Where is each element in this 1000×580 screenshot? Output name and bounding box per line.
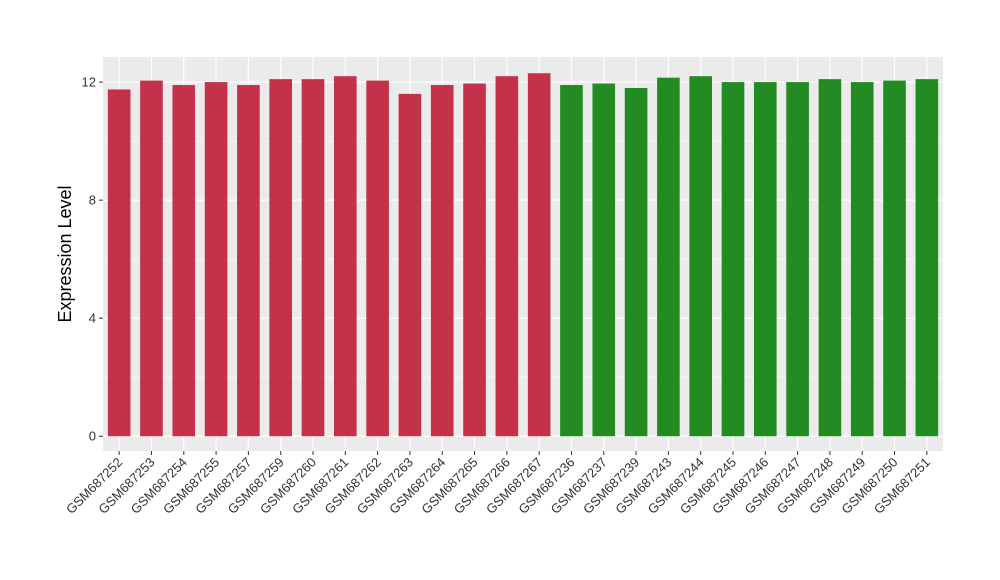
- bar-GSM687261: [334, 76, 357, 437]
- bar-GSM687254: [172, 85, 196, 437]
- bar-GSM687263: [398, 93, 422, 437]
- y-tick-label: 0: [89, 429, 96, 444]
- bars: [107, 73, 939, 437]
- bar-GSM687246: [754, 82, 777, 437]
- bar-GSM687250: [883, 80, 906, 437]
- bar-GSM687236: [560, 85, 583, 437]
- bar-GSM687243: [657, 77, 680, 437]
- y-axis: 0 4 8 12: [82, 75, 103, 444]
- bar-GSM687255: [204, 82, 228, 437]
- bar-GSM687252: [107, 89, 131, 437]
- y-tick-label: 8: [89, 193, 96, 208]
- bar-GSM687245: [721, 82, 745, 437]
- bar-GSM687260: [301, 79, 325, 437]
- y-axis-title: Expression Level: [55, 185, 75, 322]
- bar-GSM687247: [786, 82, 809, 437]
- bar-GSM687253: [140, 80, 163, 437]
- y-tick-label: 4: [89, 311, 96, 326]
- y-tick-label: 12: [82, 75, 96, 90]
- bar-GSM687244: [689, 76, 712, 437]
- bar-GSM687251: [915, 79, 939, 437]
- x-axis: GSM687252GSM687253GSM687254GSM687255GSM6…: [63, 451, 933, 517]
- bar-GSM687262: [366, 80, 389, 437]
- bar-GSM687266: [495, 76, 519, 437]
- bar-GSM687248: [818, 79, 842, 437]
- bar-GSM687237: [592, 83, 616, 437]
- bar-GSM687257: [237, 85, 260, 437]
- bar-GSM687249: [850, 82, 874, 437]
- bar-GSM687239: [624, 87, 648, 437]
- bar-GSM687264: [430, 85, 454, 437]
- bar-GSM687259: [269, 79, 292, 437]
- bar-GSM687265: [463, 83, 486, 437]
- bar-GSM687267: [527, 73, 551, 437]
- plot-panel: [103, 57, 943, 451]
